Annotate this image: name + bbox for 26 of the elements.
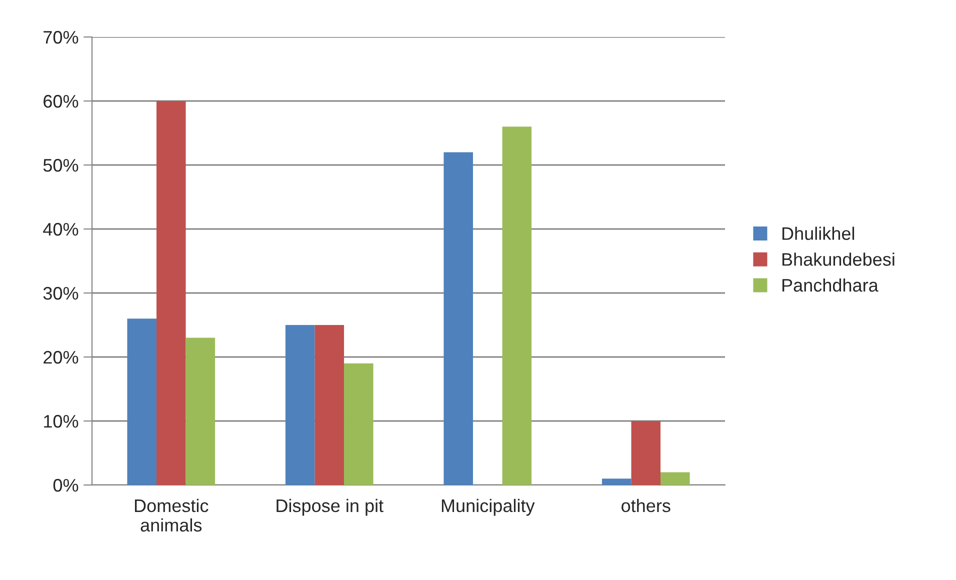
y-tick-label: 70% xyxy=(44,30,78,44)
legend-label: Panchdhara xyxy=(782,278,878,292)
y-tick-label: 0% xyxy=(53,478,78,492)
bar xyxy=(285,325,315,485)
y-tick-label: 40% xyxy=(43,222,78,236)
legend-label: Dhulikhel xyxy=(782,226,854,240)
bar xyxy=(502,126,532,485)
bar xyxy=(314,325,344,485)
bar xyxy=(602,478,632,485)
x-tick-label: Municipality xyxy=(442,498,535,516)
legend-label: Bhakundebesi xyxy=(782,252,894,266)
x-tick-label: Domestic animals xyxy=(134,498,208,532)
y-tick-label: 60% xyxy=(44,94,78,108)
y-tick-label: 30% xyxy=(43,286,78,300)
y-tick-label: 50% xyxy=(43,158,78,172)
bar xyxy=(156,101,186,485)
y-tick-label: 10% xyxy=(44,414,78,428)
bar xyxy=(631,421,661,485)
bar xyxy=(660,472,690,485)
bar xyxy=(186,338,216,485)
x-tick-label: others xyxy=(622,498,670,512)
bar xyxy=(444,152,473,485)
bar xyxy=(344,363,374,485)
bar xyxy=(127,318,156,485)
y-tick-label: 20% xyxy=(44,350,78,364)
x-tick-label: Dispose in pit xyxy=(276,498,384,516)
